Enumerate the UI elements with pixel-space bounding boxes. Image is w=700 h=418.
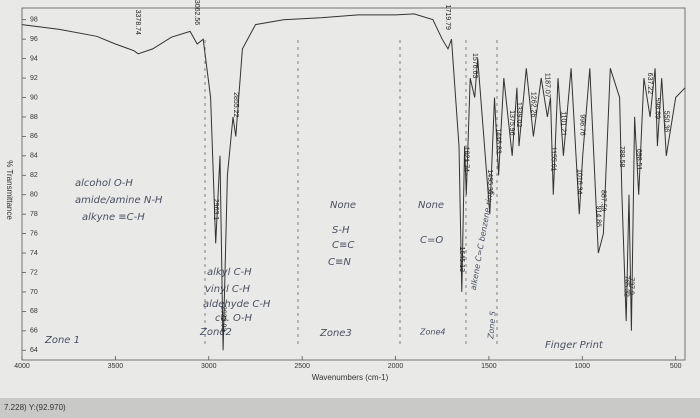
annotation: C=O (420, 235, 443, 246)
x-tick-label: 3500 (108, 363, 124, 370)
y-tick-label: 70 (30, 289, 38, 296)
peak-label: 2855.22 (232, 92, 239, 117)
y-tick-label: 78 (30, 211, 38, 218)
peak-label: 1448.83 (495, 128, 502, 153)
peak-label: 765.32 (622, 275, 629, 297)
annotation: Finger Print (545, 340, 604, 351)
peak-label: 1187.07 (544, 73, 551, 98)
peak-label: 998.76 (579, 114, 586, 136)
x-tick-label: 3000 (201, 363, 217, 370)
y-tick-label: 90 (30, 94, 38, 101)
x-tick-label: 500 (670, 363, 682, 370)
peak-label: 637.22 (646, 73, 653, 95)
peak-label: 550.36 (662, 111, 669, 133)
y-tick-label: 92 (30, 75, 38, 82)
paper (0, 0, 700, 398)
status-text: 7.228) Y:(92.970) (4, 403, 66, 412)
x-tick-label: 4000 (14, 363, 30, 370)
y-tick-label: 72 (30, 269, 38, 276)
x-tick-label: 1500 (481, 363, 497, 370)
annotation: C≡N (328, 257, 351, 268)
peak-label: 1495.31 (486, 169, 493, 194)
annotation: co. O-H (215, 313, 252, 324)
peak-label: 1016.34 (575, 169, 582, 194)
annotation: S-H (332, 225, 350, 236)
plot-frame (21, 7, 686, 361)
peak-label: 698.51 (635, 149, 642, 171)
annotation: alkyne ≡C-H (82, 212, 145, 223)
annotation: amide/amine N-H (75, 195, 163, 206)
peak-label: 914.86 (594, 206, 601, 228)
peak-label: 1576.63 (471, 53, 478, 78)
annotation: Zone2 (199, 327, 232, 338)
peak-label: 887.59 (599, 190, 606, 212)
peak-label: 1645.13 (458, 247, 465, 272)
annotation: vinyl C-H (205, 284, 251, 295)
annotation: Zone 1 (44, 335, 80, 346)
peak-label: 1339.02 (515, 102, 522, 127)
peak-label: 1719.79 (444, 5, 451, 30)
zone-dividers (204, 40, 498, 345)
peak-label: 598.69 (653, 98, 660, 120)
y-tick-label: 84 (30, 153, 38, 160)
peak-label: 3062.56 (193, 0, 200, 25)
annotation: None (418, 200, 444, 211)
spectrum-line (21, 13, 686, 351)
peak-label: 1621.74 (462, 147, 469, 172)
y-tick-label: 64 (30, 347, 38, 354)
annotation: Zone4 (419, 328, 445, 337)
peak-label: 2963.1 (212, 199, 219, 221)
status-bar (0, 398, 700, 418)
y-tick-label: 88 (30, 114, 38, 121)
y-tick-label: 74 (30, 250, 38, 257)
y-tick-label: 96 (30, 36, 38, 43)
x-tick-label: 1000 (574, 363, 590, 370)
peak-label: 1262.26 (529, 92, 536, 117)
peak-label: 1101.21 (560, 111, 567, 136)
peak-label: 1155.61 (549, 147, 556, 172)
y-tick-label: 66 (30, 328, 38, 335)
y-tick-label: 76 (30, 230, 38, 237)
y-tick-label: 82 (30, 172, 38, 179)
x-axis-label: Wavenumbers (cm-1) (312, 373, 389, 382)
y-tick-label: 94 (30, 55, 38, 62)
peak-label: 788.58 (618, 146, 625, 168)
annotation: C≡C (332, 240, 354, 251)
x-tick-label: 2500 (294, 363, 310, 370)
y-axis-label: % Transmittance (5, 160, 14, 220)
annotation: alkyl C-H (207, 267, 252, 278)
peak-label: 1375.96 (508, 110, 515, 135)
peak-label: 3378.74 (134, 10, 141, 35)
y-tick-label: 80 (30, 192, 38, 199)
x-tick-label: 2000 (388, 363, 404, 370)
annotation: Zone 5 (486, 311, 497, 341)
y-tick-label: 68 (30, 308, 38, 315)
peak-label: 2923.03 (219, 306, 226, 331)
y-tick-label: 98 (30, 17, 38, 24)
annotation: aldehyde C-H (203, 299, 271, 310)
annotation: Zone3 (319, 328, 352, 339)
y-tick-label: 86 (30, 133, 38, 140)
peak-label: 737.9 (627, 277, 634, 295)
annotation: None (330, 200, 356, 211)
annotation: alcohol O-H (75, 178, 133, 189)
